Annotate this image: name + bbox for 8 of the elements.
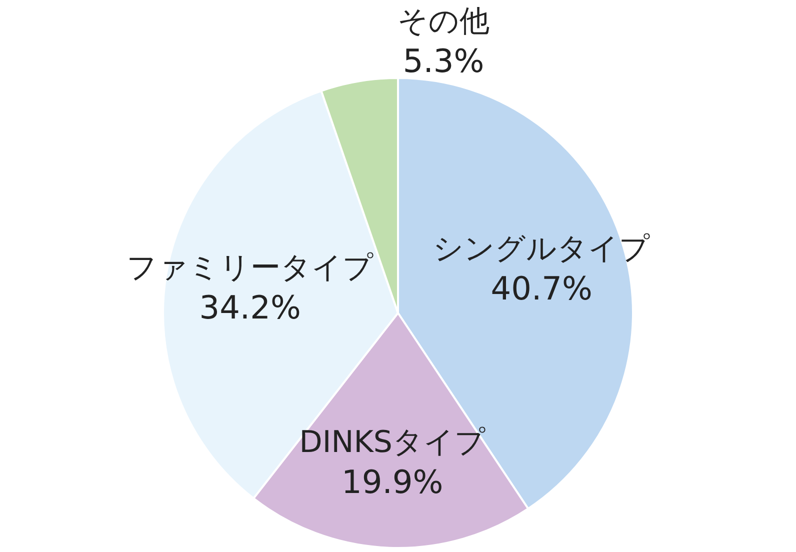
- slice-label: ファミリータイプ: [126, 250, 374, 286]
- data-label: 19.9%: [342, 462, 444, 501]
- slice-label: シングルタイプ: [433, 232, 650, 267]
- data-label: 5.3%: [402, 42, 484, 80]
- data-label: 40.7%: [490, 270, 592, 308]
- slice-label: DINKSタイプ: [299, 424, 486, 460]
- data-label: 34.2%: [199, 288, 301, 326]
- slice-label: その他: [398, 4, 490, 39]
